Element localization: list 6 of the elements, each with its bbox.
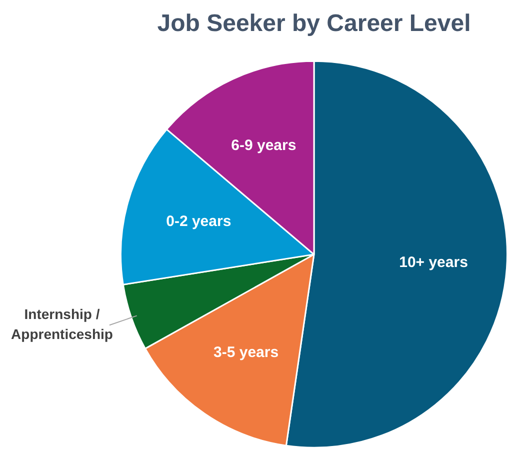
- slice-label: 10+ years: [399, 254, 468, 272]
- slice-label: Internship / Apprenticeship: [11, 306, 113, 342]
- chart-title: Job Seeker by Career Level: [157, 10, 471, 38]
- slice-label: 3-5 years: [214, 344, 279, 362]
- slice-label: 6-9 years: [231, 136, 296, 154]
- slice-label: 0-2 years: [166, 213, 232, 230]
